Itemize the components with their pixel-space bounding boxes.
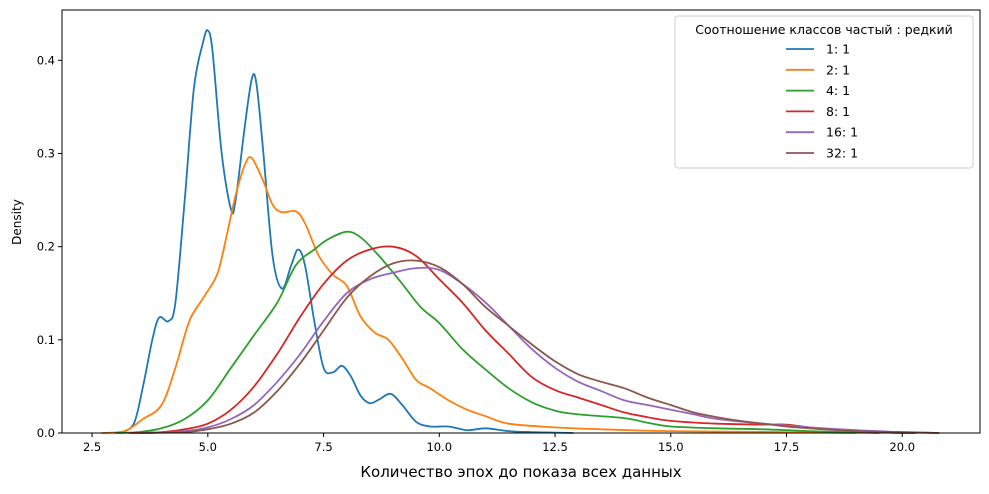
series-line-3 — [115, 230, 880, 434]
y-axis: 0.0 0.1 0.2 0.3 0.4 — [37, 53, 62, 440]
series-line-1 — [119, 29, 574, 434]
legend-entry: 1: 1 — [826, 42, 850, 57]
curves — [101, 29, 940, 434]
x-tick-label: 15.0 — [658, 440, 684, 454]
series-line-5 — [147, 266, 940, 434]
legend-entry: 32: 1 — [826, 146, 858, 161]
x-tick-label: 7.5 — [314, 440, 332, 454]
legend: Соотношение классов частый : редкий 1: 1… — [674, 15, 974, 169]
y-axis-label: Density — [10, 199, 24, 245]
y-tick-label: 0.3 — [37, 146, 55, 160]
y-tick-label: 0.1 — [37, 333, 55, 347]
x-axis: 2.5 5.0 7.5 10.0 12.5 15.0 17.5 20.0 — [83, 433, 915, 454]
legend-title: Соотношение классов частый : редкий — [695, 22, 953, 37]
x-tick-label: 12.5 — [542, 440, 568, 454]
y-tick-label: 0.0 — [37, 426, 55, 440]
x-axis-label: Количество эпох до показа всех данных — [360, 463, 681, 481]
legend-entry: 8: 1 — [826, 104, 850, 119]
series-line-6 — [138, 259, 940, 434]
legend-entry: 2: 1 — [826, 62, 850, 77]
x-tick-label: 20.0 — [889, 440, 915, 454]
x-tick-label: 5.0 — [199, 440, 217, 454]
y-tick-label: 0.2 — [37, 240, 55, 254]
legend-box — [674, 15, 974, 169]
y-tick-label: 0.4 — [37, 53, 55, 67]
x-tick-label: 10.0 — [426, 440, 452, 454]
legend-entry: 16: 1 — [826, 125, 858, 140]
x-tick-label: 2.5 — [83, 440, 101, 454]
legend-entry: 4: 1 — [826, 83, 850, 98]
series-line-2 — [101, 156, 856, 434]
plot-frame — [61, 9, 981, 434]
x-tick-label: 17.5 — [774, 440, 800, 454]
